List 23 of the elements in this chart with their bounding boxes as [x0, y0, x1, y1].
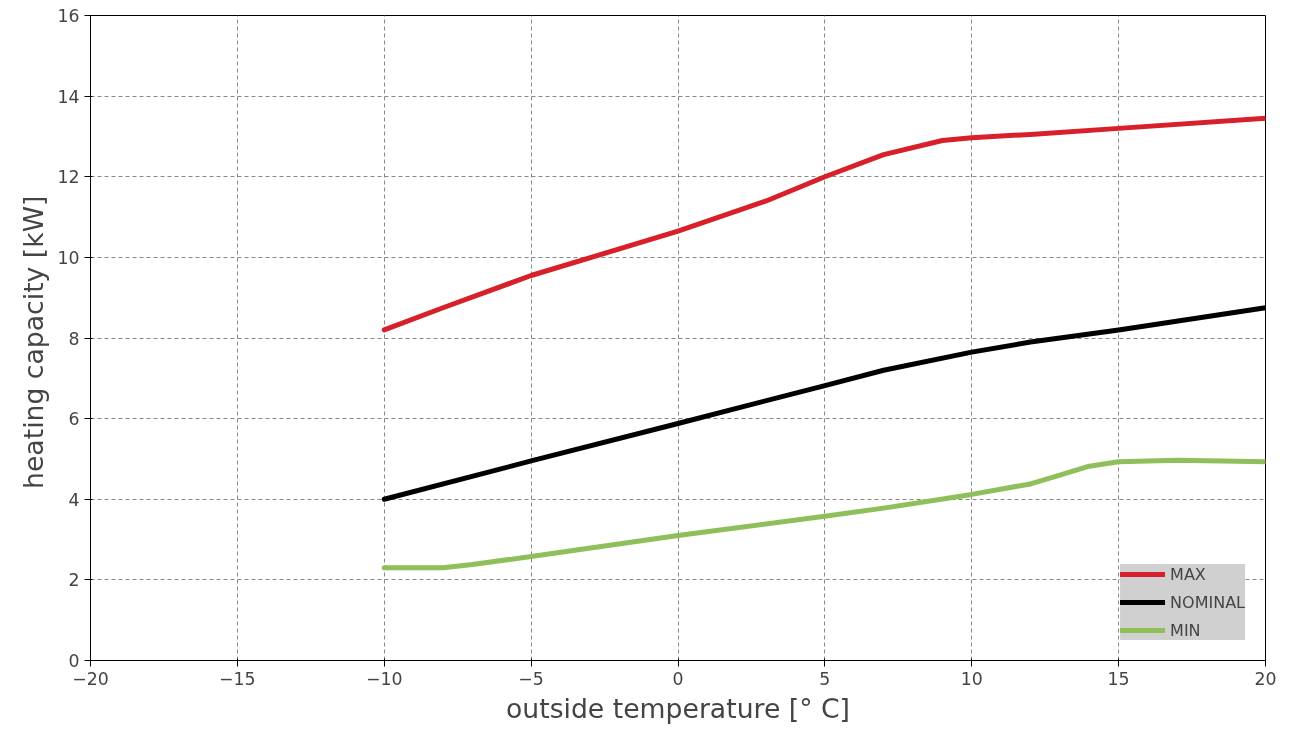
x-tick-label: −10: [365, 668, 403, 689]
y-tick-label: 10: [57, 247, 80, 268]
x-tick-label: 0: [672, 668, 684, 689]
y-tick-label: 12: [57, 167, 80, 188]
y-tick-label: 2: [68, 570, 80, 591]
y-axis-title: heating capacity [kW]: [18, 195, 50, 489]
y-tick-label: 14: [57, 86, 80, 107]
y-tick-label: 16: [57, 6, 80, 26]
x-axis-title: outside temperature [° C]: [506, 692, 850, 724]
x-tick-label: −20: [72, 668, 109, 689]
legend-label: NOMINAL: [1170, 592, 1245, 612]
x-tick-label: −5: [518, 668, 544, 689]
legend-label: MIN: [1170, 620, 1201, 640]
y-tick-label: 8: [68, 328, 80, 349]
y-tick-label: 0: [68, 651, 80, 671]
y-tick-label: 4: [68, 489, 80, 510]
legend-label: MAX: [1170, 564, 1206, 584]
x-tick-label: 10: [960, 668, 983, 689]
x-tick-label: 15: [1107, 668, 1130, 689]
x-tick-label: 5: [819, 668, 831, 689]
x-tick-label: −15: [219, 668, 256, 689]
y-tick-label: 6: [68, 409, 80, 430]
x-tick-label: 20: [1254, 668, 1277, 689]
